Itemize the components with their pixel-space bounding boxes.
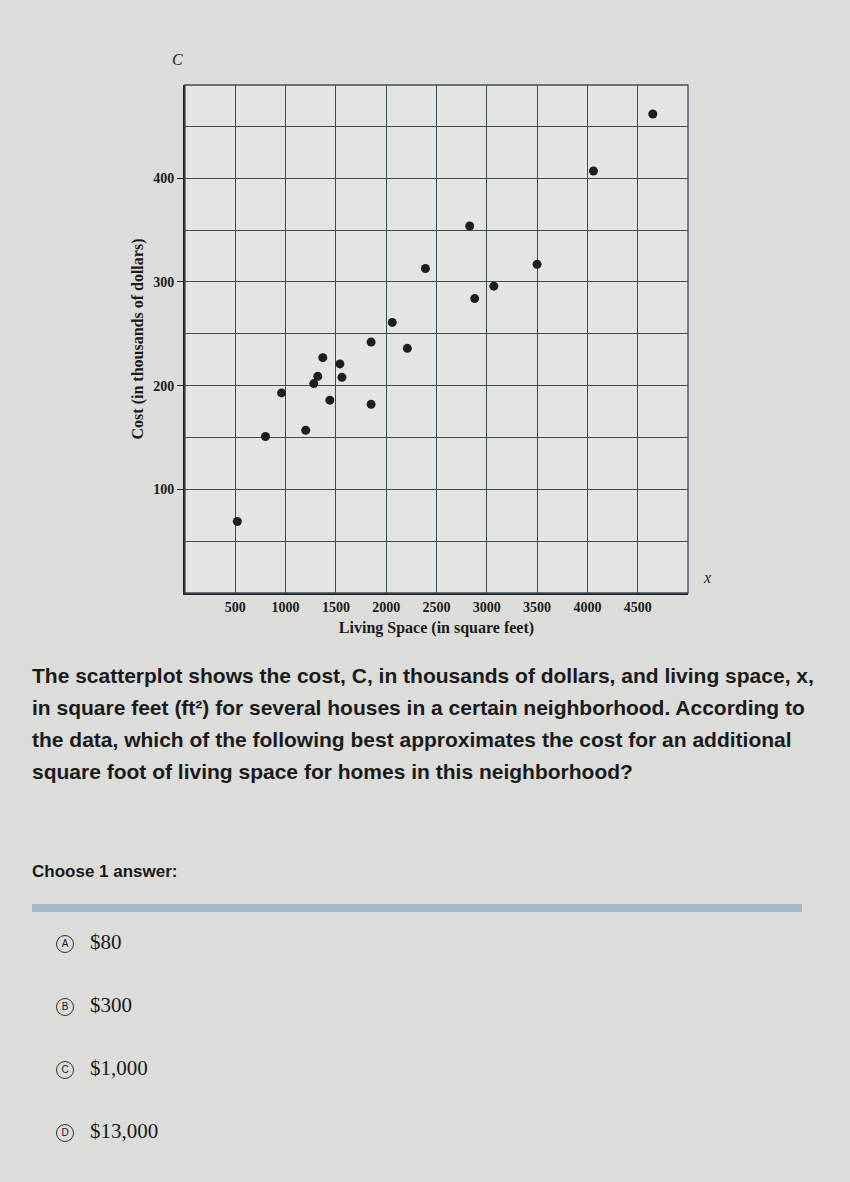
html-text:$13,000: $13,000 <box>90 1119 159 1143</box>
html-text:B: B <box>61 1001 69 1013</box>
html-text:$1,000: $1,000 <box>90 1056 148 1080</box>
svg-text:C: C <box>172 51 183 68</box>
svg-text:100: 100 <box>153 482 174 497</box>
html-text:$300: $300 <box>90 993 132 1017</box>
html-text:$80: $80 <box>90 930 122 954</box>
svg-text:2500: 2500 <box>423 600 451 615</box>
html-text:A: A <box>61 938 69 950</box>
html-text:D: D <box>61 1127 69 1139</box>
svg-text:300: 300 <box>153 275 174 290</box>
html-text:Choose 1 answer:: Choose 1 answer: <box>32 862 178 881</box>
html-text:C: C <box>61 1064 69 1076</box>
svg-text:1000: 1000 <box>272 600 300 615</box>
html-text:The scatterplot shows the cost: The scatterplot shows the cost, C, in th… <box>32 664 814 783</box>
svg-text:4500: 4500 <box>624 600 652 615</box>
svg-text:x: x <box>703 569 711 586</box>
svg-text:3000: 3000 <box>473 600 501 615</box>
svg-text:400: 400 <box>153 171 174 186</box>
svg-text:1500: 1500 <box>322 600 350 615</box>
svg-text:4000: 4000 <box>573 600 601 615</box>
svg-text:Living Space (in square feet): Living Space (in square feet) <box>339 619 534 637</box>
svg-text:3500: 3500 <box>523 600 551 615</box>
svg-text:Cost (in thousands of dollars): Cost (in thousands of dollars) <box>129 239 147 440</box>
svg-text:500: 500 <box>225 600 246 615</box>
svg-text:200: 200 <box>153 379 174 394</box>
svg-text:2000: 2000 <box>372 600 400 615</box>
